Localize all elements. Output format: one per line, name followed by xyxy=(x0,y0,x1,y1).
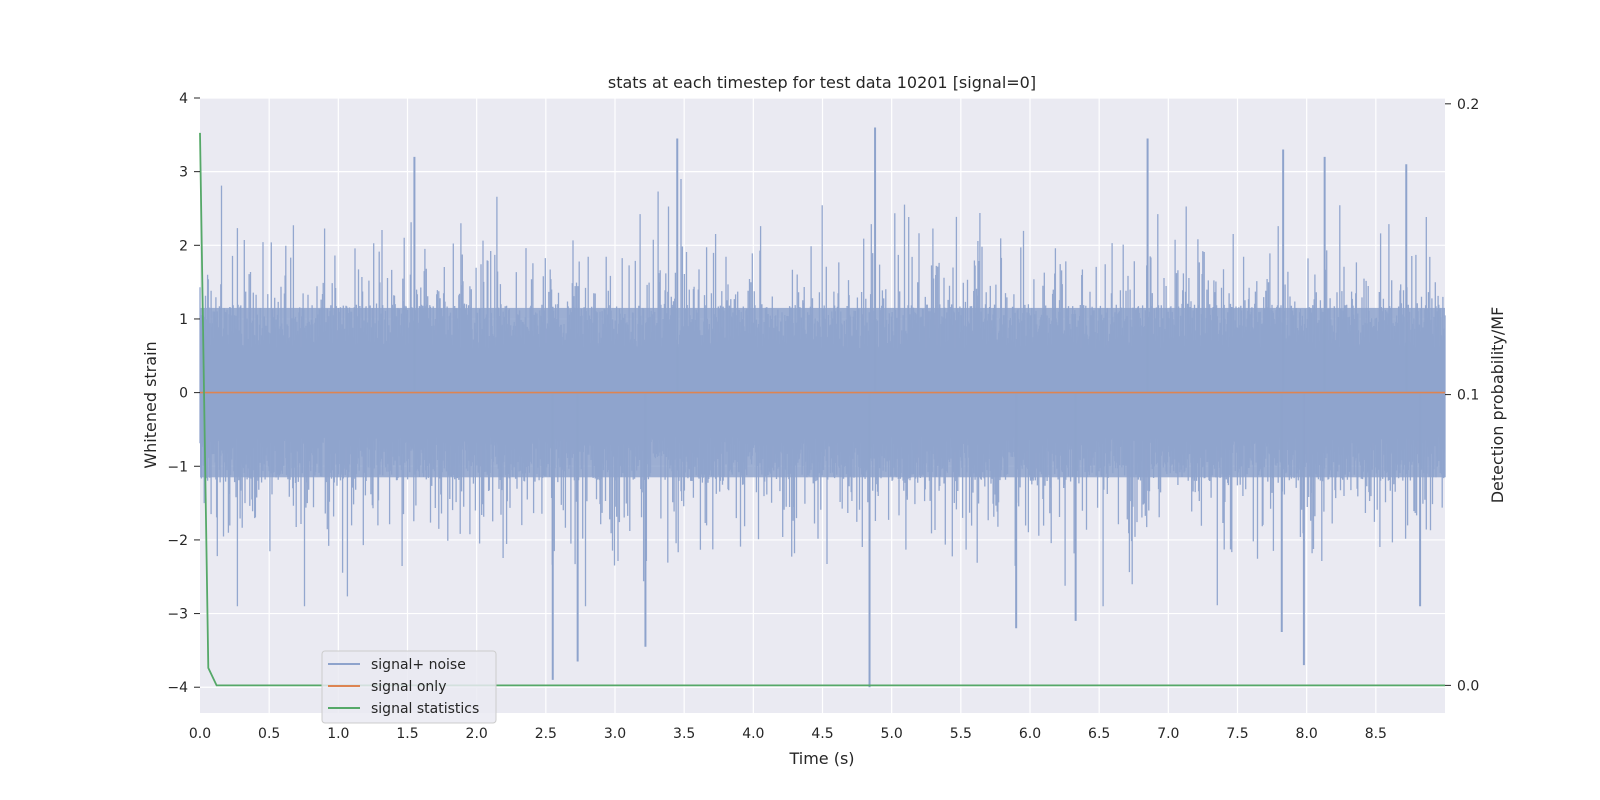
x-tick-label: 4.5 xyxy=(811,726,833,742)
chart-title: stats at each timestep for test data 102… xyxy=(608,73,1036,92)
y2-tick-label: 0.0 xyxy=(1457,678,1479,694)
y-tick-label: 3 xyxy=(179,165,188,181)
y2-axis-label: Detection probability/MF xyxy=(1488,307,1507,504)
y-tick-label: 4 xyxy=(179,91,188,107)
x-axis-label: Time (s) xyxy=(788,749,854,768)
signal-statistics-line xyxy=(199,132,1445,687)
x-tick-label: 0.5 xyxy=(258,726,280,742)
x-tick-label: 6.5 xyxy=(1088,726,1110,742)
legend-label-signal: signal only xyxy=(371,679,446,695)
y-axis-ticks: −4 −3 −2 −1 0 1 2 3 4 xyxy=(167,91,200,696)
x-tick-label: 5.0 xyxy=(881,726,903,742)
x-tick-label: 3.5 xyxy=(673,726,695,742)
x-tick-label: 2.0 xyxy=(466,726,488,742)
y2-tick-label: 0.2 xyxy=(1457,97,1479,113)
legend-label-noise: signal+ noise xyxy=(371,657,466,673)
y-tick-label: −2 xyxy=(167,533,188,549)
stats-series xyxy=(199,132,1445,687)
x-tick-label: 8.5 xyxy=(1365,726,1387,742)
y2-axis-ticks: 0.0 0.1 0.2 xyxy=(1445,97,1479,694)
x-tick-label: 1.0 xyxy=(327,726,349,742)
y-tick-label: −3 xyxy=(167,607,188,623)
x-tick-label: 0.0 xyxy=(189,726,211,742)
x-axis-ticks: 0.0 0.5 1.0 1.5 2.0 2.5 3.0 3.5 4.0 4.5 5.0 5.5 6.0 6… xyxy=(189,726,1387,742)
x-tick-label: 3.0 xyxy=(604,726,626,742)
x-tick-label: 5.5 xyxy=(950,726,972,742)
legend: signal+ noise signal only signal statist… xyxy=(321,650,497,724)
x-tick-label: 7.0 xyxy=(1157,726,1179,742)
y-tick-label: −1 xyxy=(167,459,188,475)
y-tick-label: 0 xyxy=(179,386,188,402)
x-tick-label: 6.0 xyxy=(1019,726,1041,742)
x-tick-label: 4.0 xyxy=(742,726,764,742)
y-axis-label: Whitened strain xyxy=(141,341,160,468)
x-tick-label: 7.5 xyxy=(1226,726,1248,742)
x-tick-label: 1.5 xyxy=(396,726,418,742)
legend-box xyxy=(321,650,497,724)
x-tick-label: 8.0 xyxy=(1296,726,1318,742)
y-tick-label: −4 xyxy=(167,680,188,696)
legend-label-stats: signal statistics xyxy=(371,701,479,717)
y-tick-label: 1 xyxy=(179,312,188,328)
x-tick-label: 2.5 xyxy=(535,726,557,742)
y2-tick-label: 0.1 xyxy=(1457,388,1479,404)
y-tick-label: 2 xyxy=(179,238,188,254)
